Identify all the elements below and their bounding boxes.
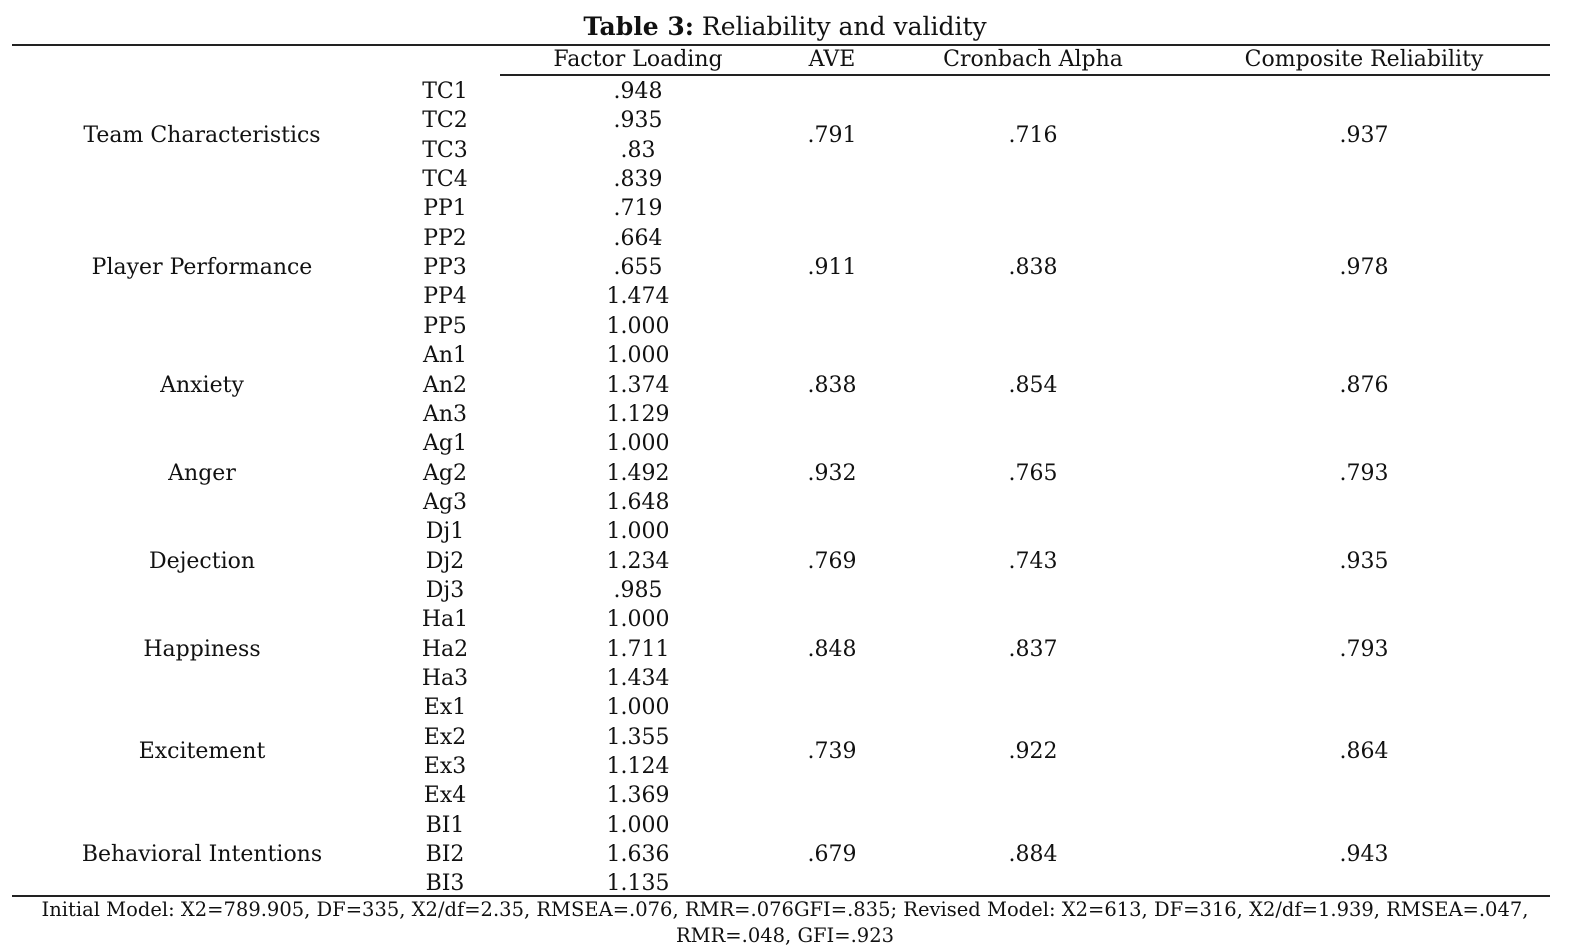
table-title: Table 3: Reliability and validity (0, 10, 1570, 44)
construct-name: Team Characteristics (83, 123, 321, 149)
construct-name: Player Performance (91, 255, 313, 281)
factor-loading-value: 1.000 (606, 343, 670, 369)
factor-loading-value: 1.369 (606, 783, 670, 809)
composite-reliability-value: .937 (1339, 123, 1389, 149)
construct-name: Excitement (138, 739, 266, 765)
item-code: An2 (422, 372, 468, 398)
header-underline-rule (500, 74, 1550, 76)
item-code: Ha2 (421, 636, 469, 662)
item-code: An1 (422, 343, 468, 369)
factor-loading-value: 1.000 (606, 695, 670, 721)
item-code: Dj1 (425, 519, 465, 545)
item-code: PP4 (423, 284, 467, 310)
item-code: Ha1 (421, 607, 469, 633)
factor-loading-value: 1.648 (606, 489, 670, 515)
item-code: An3 (422, 401, 468, 427)
factor-loading-value: .985 (613, 577, 663, 603)
item-code: PP2 (423, 225, 467, 251)
column-header-cronbach-alpha: Cronbach Alpha (943, 47, 1123, 72)
factor-loading-value: .719 (613, 196, 663, 222)
factor-loading-value: 1.129 (606, 401, 670, 427)
cronbach-alpha-value: .765 (1008, 460, 1058, 486)
cronbach-alpha-value: .716 (1008, 123, 1058, 149)
ave-value: .911 (807, 255, 857, 281)
item-code: PP5 (423, 313, 467, 339)
item-code: Dj3 (425, 577, 465, 603)
ave-value: .791 (807, 123, 857, 149)
column-header-factor-loading: Factor Loading (553, 47, 723, 72)
factor-loading-value: 1.135 (606, 871, 670, 897)
factor-loading-value: .839 (613, 167, 663, 193)
table-caption: Reliability and validity (693, 12, 987, 41)
factor-loading-value: .948 (613, 79, 663, 104)
construct-name: Anxiety (160, 372, 244, 398)
factor-loading-value: 1.492 (606, 460, 670, 486)
factor-loading-value: 1.474 (606, 284, 670, 310)
ave-value: .848 (807, 636, 857, 662)
item-code: Ag2 (423, 460, 467, 486)
item-code: Ag1 (423, 431, 467, 457)
item-code: PP1 (423, 196, 467, 222)
table-footnote: Initial Model: X2=789.905, DF=335, X2/df… (41, 898, 1529, 947)
factor-loading-value: .935 (613, 108, 663, 134)
bottom-rule (12, 895, 1550, 897)
ave-value: .769 (807, 548, 857, 574)
cronbach-alpha-value: .922 (1008, 739, 1058, 765)
composite-reliability-value: .793 (1339, 636, 1389, 662)
item-code: TC2 (422, 108, 468, 134)
factor-loading-value: 1.000 (606, 607, 670, 633)
factor-loading-value: 1.000 (606, 313, 670, 339)
item-code: BI3 (425, 871, 465, 897)
item-code: Ex3 (423, 754, 467, 780)
composite-reliability-value: .876 (1339, 372, 1389, 398)
factor-loading-value: 1.434 (606, 666, 670, 691)
cronbach-alpha-value: .854 (1008, 372, 1058, 398)
ave-value: .838 (807, 372, 857, 398)
factor-loading-value: .655 (613, 255, 663, 281)
item-code: TC4 (422, 167, 468, 193)
item-code: Ex1 (423, 695, 467, 721)
item-code: Ex2 (423, 724, 467, 750)
cronbach-alpha-value: .743 (1008, 548, 1058, 574)
item-code: TC1 (422, 79, 468, 104)
factor-loading-value: 1.124 (606, 754, 670, 780)
factor-loading-value: 1.000 (606, 812, 670, 838)
item-code: Ha3 (421, 666, 469, 691)
factor-loading-value: 1.234 (606, 548, 670, 574)
item-code: PP3 (423, 255, 467, 281)
factor-loading-value: 1.374 (606, 372, 670, 398)
factor-loading-value: 1.636 (606, 842, 670, 868)
cronbach-alpha-value: .838 (1008, 255, 1058, 281)
ave-value: .679 (807, 842, 857, 868)
item-code: Dj2 (425, 548, 465, 574)
cronbach-alpha-value: .837 (1008, 636, 1058, 662)
ave-value: .739 (807, 739, 857, 765)
construct-name: Behavioral Intentions (81, 842, 323, 868)
item-code: BI1 (425, 812, 465, 838)
composite-reliability-value: .943 (1339, 842, 1389, 868)
construct-name: Dejection (148, 548, 256, 574)
construct-name: Happiness (143, 636, 261, 662)
column-header-composite-reliability: Composite Reliability (1244, 47, 1484, 72)
ave-value: .932 (807, 460, 857, 486)
factor-loading-value: 1.000 (606, 431, 670, 457)
column-header-ave: AVE (808, 47, 856, 72)
composite-reliability-value: .864 (1339, 739, 1389, 765)
factor-loading-value: 1.711 (606, 636, 670, 662)
table-number: Table 3: (583, 12, 694, 41)
top-rule (12, 44, 1550, 46)
factor-loading-value: 1.000 (606, 519, 670, 545)
item-code: Ex4 (423, 783, 467, 809)
item-code: BI2 (425, 842, 465, 868)
composite-reliability-value: .978 (1339, 255, 1389, 281)
construct-name: Anger (168, 460, 236, 486)
composite-reliability-value: .935 (1339, 548, 1389, 574)
factor-loading-value: 1.355 (606, 724, 670, 750)
composite-reliability-value: .793 (1339, 460, 1389, 486)
item-code: Ag3 (423, 489, 467, 515)
factor-loading-value: .664 (613, 225, 663, 251)
cronbach-alpha-value: .884 (1008, 842, 1058, 868)
factor-loading-value: .83 (620, 137, 656, 163)
item-code: TC3 (422, 137, 468, 163)
